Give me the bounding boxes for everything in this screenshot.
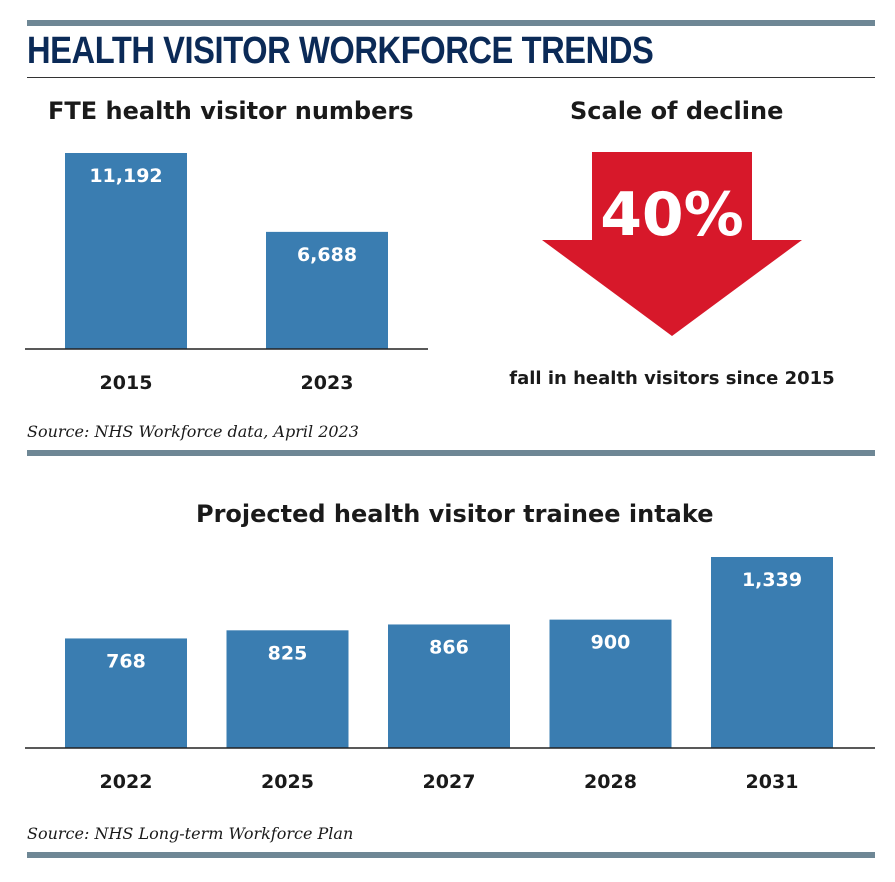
chart1-title: FTE health visitor numbers [48, 97, 414, 125]
decline-percentage: 40% [600, 180, 744, 250]
category-label-2028: 2028 [584, 771, 637, 793]
category-label-2015: 2015 [100, 372, 153, 394]
value-label-2025: 825 [268, 642, 308, 664]
category-label-2027: 2027 [423, 771, 476, 793]
category-label-2022: 2022 [100, 771, 153, 793]
title-underline [27, 77, 875, 78]
bottom-rule [27, 852, 875, 858]
bar-2022 [65, 638, 187, 748]
category-label-2025: 2025 [261, 771, 314, 793]
chart1-source: Source: NHS Workforce data, April 2023 [27, 422, 359, 441]
value-label-2015: 11,192 [89, 165, 162, 187]
category-label-2031: 2031 [746, 771, 799, 793]
bar-2031 [711, 557, 833, 748]
bar-2027 [388, 624, 510, 748]
bar-2023 [266, 231, 388, 349]
chart2-title: Projected health visitor trainee intake [196, 500, 714, 528]
bar-2015 [65, 153, 187, 349]
top-rule [27, 20, 875, 26]
decline-caption: fall in health visitors since 2015 [509, 368, 835, 389]
value-label-2028: 900 [591, 632, 631, 654]
category-label-2023: 2023 [301, 372, 354, 394]
bar-2025 [226, 630, 349, 748]
middle-rule [27, 450, 875, 456]
page-title: HEALTH VISITOR WORKFORCE TRENDS [27, 30, 654, 72]
decline-heading: Scale of decline [570, 97, 784, 125]
chart2-source: Source: NHS Long-term Workforce Plan [27, 824, 354, 843]
value-label-2031: 1,339 [742, 569, 802, 591]
value-label-2023: 6,688 [297, 244, 357, 266]
value-label-2027: 866 [429, 636, 469, 658]
trainee-bar-chart: 768 2022 825 2025 866 2027 900 2028 1,339 2031 [25, 557, 875, 793]
value-label-2022: 768 [106, 650, 146, 672]
fte-bar-chart: 11,192 2015 6,688 2023 [25, 153, 428, 394]
bar-2028 [549, 619, 672, 748]
down-arrow-icon [542, 152, 802, 336]
